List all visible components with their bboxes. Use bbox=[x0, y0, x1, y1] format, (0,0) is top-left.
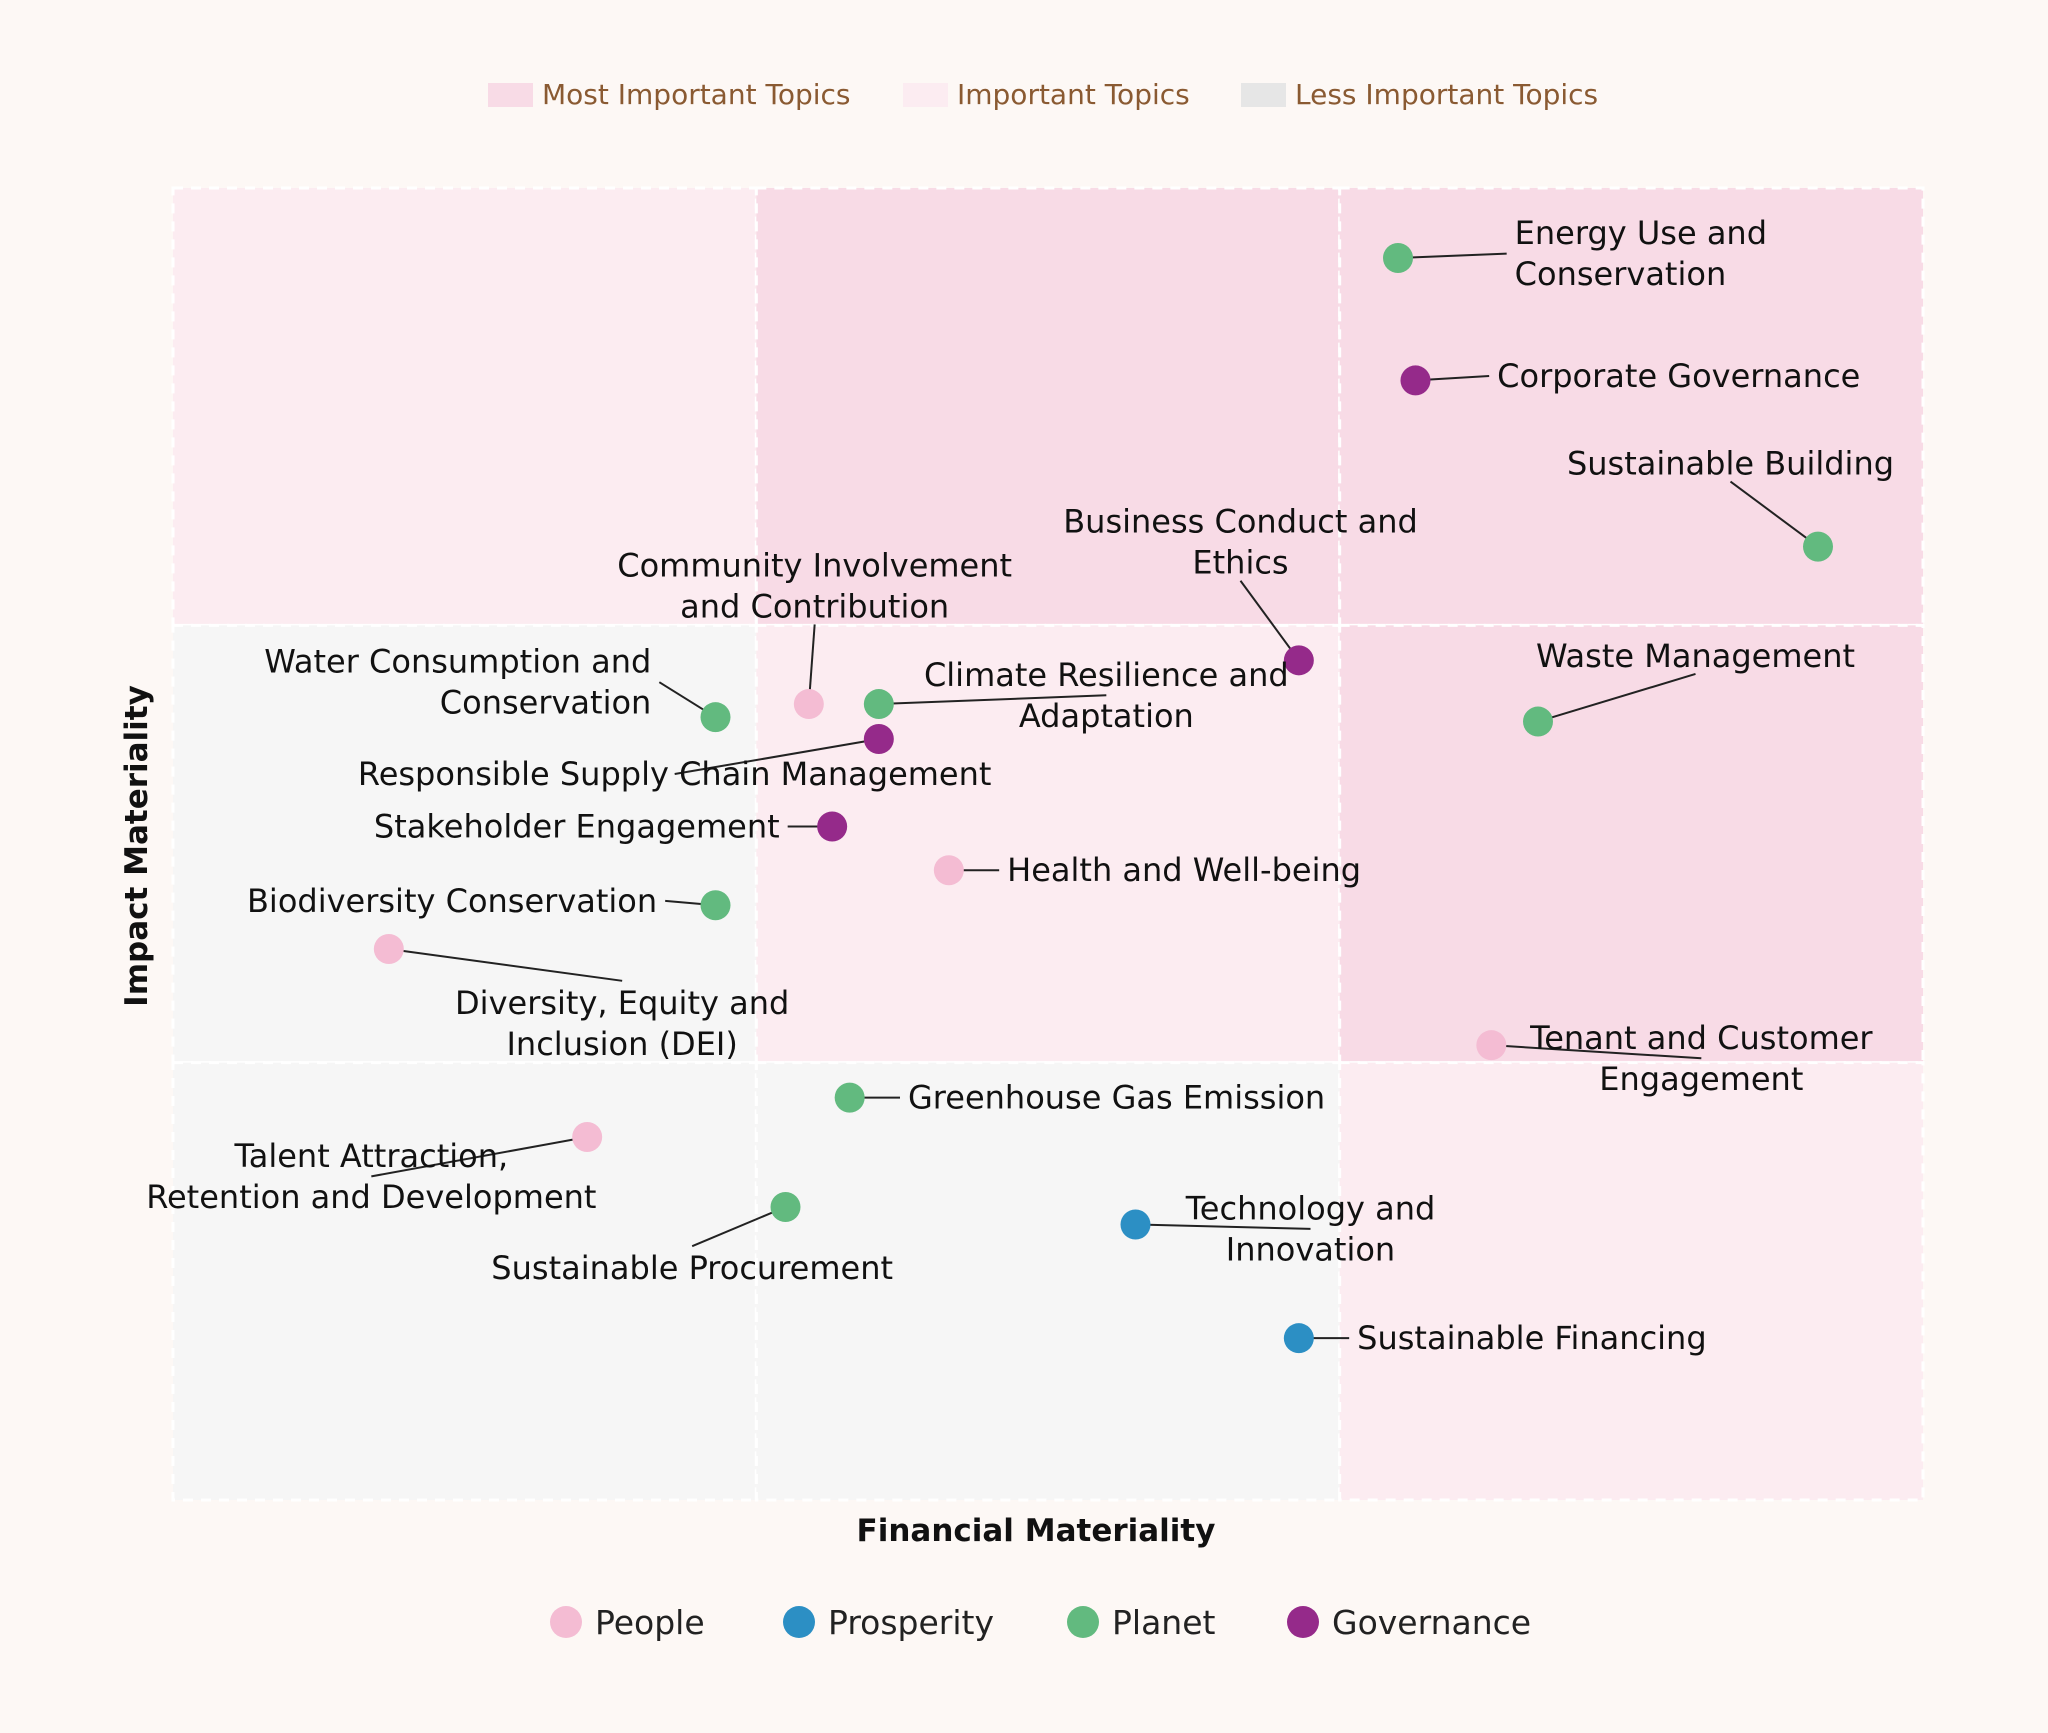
leader-line-technology-and-innovation bbox=[1135, 1223, 1311, 1230]
x-axis-title: Financial Materiality bbox=[857, 1513, 1216, 1549]
legend-dot-prosperity bbox=[783, 1606, 815, 1638]
point-label-water-consumption-and-conservation: Water Consumption and Conservation bbox=[264, 643, 651, 722]
point-tenant-and-customer-engagement bbox=[1476, 1030, 1507, 1061]
point-sustainable-building bbox=[1803, 531, 1833, 562]
zone-less-r2-c1 bbox=[754, 1061, 1342, 1502]
point-label-stakeholder-engagement: Stakeholder Engagement bbox=[374, 808, 780, 846]
zone-most-r1-c2 bbox=[1338, 623, 1925, 1065]
zone-legend-swatch-important-topics bbox=[903, 83, 948, 107]
point-energy-use-and-conservation bbox=[1383, 242, 1413, 273]
point-biodiversity-conservation bbox=[700, 890, 731, 921]
leader-line-business-conduct-and-ethics bbox=[1239, 580, 1300, 661]
zone-legend-label-important-topics: Important Topics bbox=[957, 78, 1190, 111]
leader-line-tenant-and-customer-engagement bbox=[1491, 1044, 1702, 1060]
zone-legend-label-most-important-topics: Most Important Topics bbox=[542, 78, 850, 111]
legend-label-people: People bbox=[595, 1603, 705, 1642]
zone-important-r0-c0 bbox=[171, 186, 758, 627]
zone-legend-swatch-most-important-topics bbox=[488, 83, 533, 107]
point-technology-and-innovation bbox=[1120, 1209, 1151, 1240]
label-leader-lines bbox=[371, 252, 1819, 1340]
point-climate-resilience-and-adaptation bbox=[863, 689, 894, 720]
point-diversity-equity-and-inclusion-dei bbox=[373, 933, 404, 964]
leader-line-sustainable-building bbox=[1729, 480, 1819, 548]
zone-most-r0-c1 bbox=[754, 186, 1342, 627]
leader-line-sustainable-procurement bbox=[691, 1206, 786, 1248]
y-axis-title: Impact Materiality bbox=[119, 685, 155, 1007]
legend-dot-governance bbox=[1287, 1606, 1319, 1638]
point-label-climate-resilience-and-adaptation: Climate Resilience and Adaptation bbox=[924, 656, 1289, 735]
legend-dot-planet bbox=[1067, 1606, 1099, 1638]
legend-label-governance: Governance bbox=[1332, 1603, 1531, 1642]
legend-label-planet: Planet bbox=[1112, 1603, 1216, 1642]
leader-line-responsible-supply-chain-management bbox=[674, 738, 880, 776]
point-community-involvement-and-contribution bbox=[793, 689, 824, 720]
legend-dot-people bbox=[550, 1606, 582, 1638]
point-sustainable-financing bbox=[1283, 1323, 1314, 1354]
data-points bbox=[373, 242, 1833, 1354]
category-legend: People Prosperity Planet Governance bbox=[550, 1603, 1531, 1642]
point-label-sustainable-financing: Sustainable Financing bbox=[1357, 1319, 1706, 1357]
zone-less-r2-c0 bbox=[171, 1061, 758, 1502]
quadrant-zones bbox=[171, 186, 1925, 1502]
point-labels: Energy Use and Conservation Corporate Gove… bbox=[146, 214, 1894, 1357]
legend-label-prosperity: Prosperity bbox=[828, 1603, 994, 1642]
point-health-and-well-being bbox=[933, 855, 964, 886]
leader-line-energy-use-and-conservation bbox=[1397, 252, 1507, 259]
point-label-tenant-and-customer-engagement: Tenant and Customer Engagement bbox=[1529, 1019, 1873, 1098]
zone-important-r2-c2 bbox=[1338, 1061, 1925, 1502]
point-business-conduct-and-ethics bbox=[1283, 645, 1314, 676]
point-corporate-governance bbox=[1400, 365, 1431, 396]
zone-less-r1-c0 bbox=[171, 623, 758, 1065]
zone-most-r0-c2 bbox=[1338, 186, 1925, 627]
leader-line-waste-management bbox=[1537, 672, 1696, 723]
leader-line-climate-resilience-and-adaptation bbox=[878, 694, 1107, 706]
point-label-sustainable-building: Sustainable Building bbox=[1567, 445, 1894, 483]
point-label-greenhouse-gas-emission: Greenhouse Gas Emission bbox=[908, 1079, 1325, 1117]
point-label-biodiversity-conservation: Biodiversity Conservation bbox=[247, 882, 657, 920]
point-label-energy-use-and-conservation: Energy Use and Conservation bbox=[1515, 214, 1767, 293]
leader-line-diversity-equity-and-inclusion-dei bbox=[388, 947, 623, 982]
point-waste-management bbox=[1523, 706, 1553, 737]
point-label-technology-and-innovation: Technology and Innovation bbox=[1185, 1189, 1436, 1268]
point-sustainable-procurement bbox=[770, 1191, 801, 1222]
zone-legend: Most Important Topics Important Topics Les… bbox=[488, 78, 1598, 111]
point-greenhouse-gas-emission bbox=[834, 1082, 865, 1113]
point-talent-attraction-retention-and-development bbox=[572, 1122, 603, 1153]
point-label-responsible-supply-chain-management: Responsible Supply Chain Management bbox=[358, 755, 992, 793]
point-water-consumption-and-conservation bbox=[700, 702, 731, 733]
point-label-sustainable-procurement: Sustainable Procurement bbox=[491, 1249, 893, 1287]
point-label-waste-management: Waste Management bbox=[1536, 637, 1855, 675]
point-label-diversity-equity-and-inclusion-dei: Diversity, Equity and Inclusion (DEI) bbox=[455, 984, 789, 1063]
point-label-health-and-well-being: Health and Well-being bbox=[1007, 851, 1361, 889]
zone-legend-label-less-important-topics: Less Important Topics bbox=[1295, 78, 1598, 111]
point-label-corporate-governance: Corporate Governance bbox=[1497, 357, 1860, 395]
zone-legend-swatch-less-important-topics bbox=[1241, 83, 1286, 107]
point-label-community-involvement-and-contribution: Community Involvement and Contribution bbox=[617, 546, 1012, 625]
point-label-business-conduct-and-ethics: Business Conduct and Ethics bbox=[1063, 503, 1418, 582]
point-label-talent-attraction-retention-and-development: Talent Attraction, Retention and Developm… bbox=[146, 1137, 596, 1216]
point-stakeholder-engagement bbox=[817, 811, 848, 842]
point-responsible-supply-chain-management bbox=[863, 724, 894, 755]
leader-line-talent-attraction-retention-and-development bbox=[371, 1136, 588, 1178]
